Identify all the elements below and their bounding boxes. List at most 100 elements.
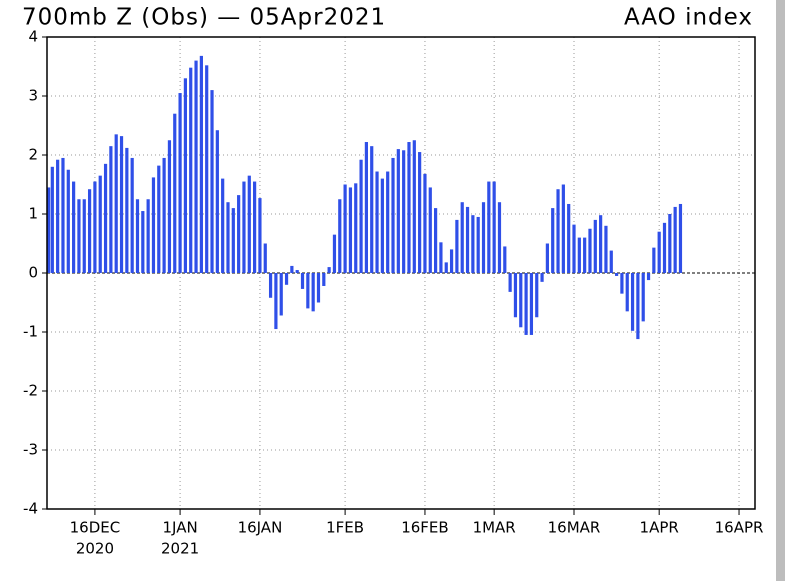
bar <box>242 181 246 273</box>
bar <box>646 273 651 281</box>
bar <box>620 273 624 294</box>
bar <box>194 60 198 273</box>
bar <box>311 273 315 312</box>
bar <box>391 157 395 273</box>
bar <box>428 187 432 273</box>
bar <box>178 93 182 273</box>
bar <box>593 219 597 273</box>
bar <box>151 177 156 273</box>
y-tick-label: 4 <box>28 28 38 46</box>
bar <box>396 149 400 273</box>
bar <box>519 273 523 328</box>
bar <box>93 181 97 273</box>
bar <box>205 65 209 273</box>
bar <box>77 199 81 273</box>
bar <box>300 273 305 289</box>
bar <box>657 231 661 273</box>
bar <box>460 202 464 273</box>
bar <box>87 189 92 273</box>
bar <box>135 199 140 273</box>
bar <box>375 171 379 273</box>
bar <box>481 202 486 273</box>
y-tick-label: -3 <box>23 441 38 459</box>
bar <box>189 67 193 274</box>
bar <box>625 273 629 312</box>
bar <box>141 211 145 273</box>
bar <box>295 270 299 273</box>
bar <box>604 225 608 273</box>
bar <box>50 166 54 273</box>
bar <box>641 273 645 322</box>
bar <box>66 169 70 273</box>
bar <box>268 273 273 298</box>
bar <box>274 273 278 330</box>
bar <box>561 184 565 273</box>
bar <box>567 203 571 273</box>
bar <box>583 237 587 273</box>
x-tick-label: 1APR <box>640 519 679 537</box>
bar <box>524 273 528 335</box>
bar <box>614 273 619 276</box>
bar <box>157 165 161 273</box>
bar <box>263 243 267 273</box>
bar <box>167 140 172 273</box>
bar <box>545 243 549 273</box>
bar <box>476 216 480 273</box>
x-tick-label: 16DEC <box>70 519 121 537</box>
bar <box>82 199 86 273</box>
bar <box>444 262 448 273</box>
bar <box>364 142 368 273</box>
bar <box>407 142 411 273</box>
bar <box>103 163 108 273</box>
bar <box>279 273 283 316</box>
bar <box>284 273 289 285</box>
bar <box>418 152 422 273</box>
bar <box>61 157 65 273</box>
bar <box>412 140 416 273</box>
x-tick-year: 2021 <box>161 540 199 558</box>
chart-subtitle: AAO index <box>624 5 753 31</box>
bar <box>327 267 331 273</box>
bar <box>599 215 603 273</box>
y-tick-label: 3 <box>28 87 38 105</box>
bar <box>386 171 390 273</box>
bar <box>513 273 518 318</box>
bar <box>492 181 496 273</box>
bar <box>348 187 353 273</box>
bar <box>338 199 342 273</box>
bar <box>162 157 166 273</box>
bar <box>434 208 438 273</box>
bar <box>540 273 544 282</box>
bar <box>668 214 672 273</box>
bar <box>609 250 613 273</box>
bar <box>114 134 118 273</box>
bar <box>402 150 406 273</box>
bar <box>221 178 225 273</box>
x-tick-label: 1MAR <box>473 519 516 537</box>
bar <box>306 273 310 309</box>
y-tick-label: -1 <box>23 323 38 341</box>
x-tick-label: 16FEB <box>401 519 448 537</box>
x-tick-label: 16APR <box>715 519 764 537</box>
bar <box>322 273 326 286</box>
bar <box>497 202 502 273</box>
bar <box>119 136 124 273</box>
bar <box>247 175 251 273</box>
y-tick-label: -4 <box>23 500 38 518</box>
bar <box>343 184 347 273</box>
bar <box>508 273 512 292</box>
bar <box>56 159 60 273</box>
bar <box>109 146 113 273</box>
bar <box>577 237 581 273</box>
bar <box>72 181 76 273</box>
bar <box>380 178 384 273</box>
bar <box>258 198 262 273</box>
bar <box>662 222 667 273</box>
bar <box>47 187 51 273</box>
bar <box>455 219 459 273</box>
bar <box>215 130 219 273</box>
bar <box>471 215 475 273</box>
bar <box>253 181 257 273</box>
bar <box>199 55 203 273</box>
